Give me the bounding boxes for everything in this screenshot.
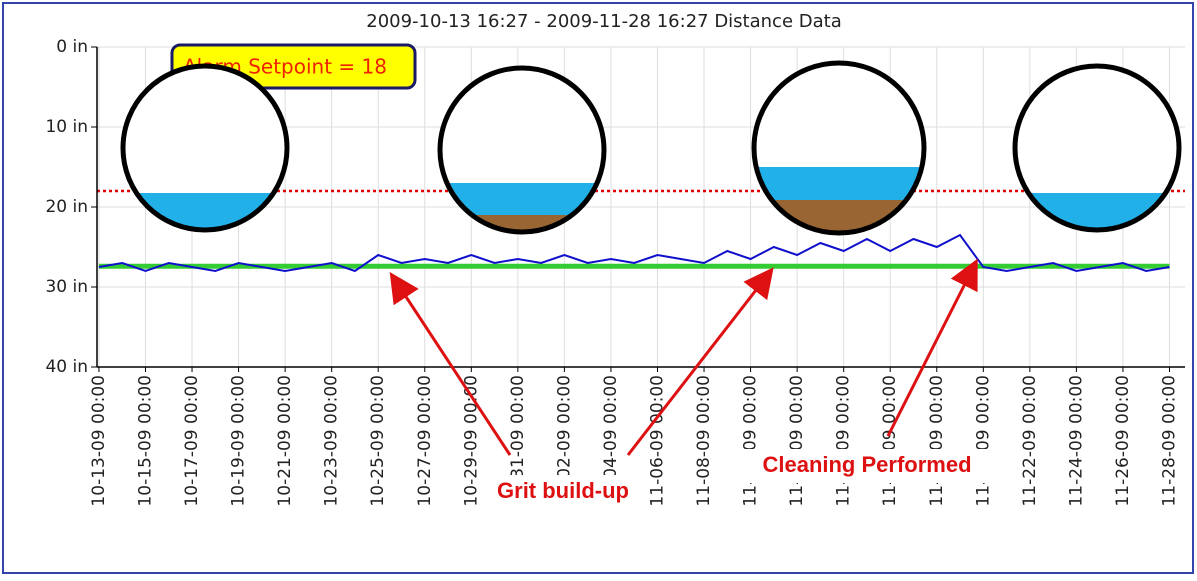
x-tick-label: 10-25-09 00:00: [368, 375, 388, 507]
x-tick-label: 10-15-09 00:00: [135, 375, 155, 507]
x-tick-label: 11-22-09 00:00: [1020, 375, 1040, 507]
chart: 2009-10-13 16:27 - 2009-11-28 16:27 Dist…: [0, 0, 1197, 577]
x-tick-label: 11-06-09 00:00: [647, 375, 667, 507]
annotation: Grit build-up: [497, 478, 629, 503]
x-tick-label: 11-08-09 00:00: [694, 375, 714, 507]
chart-title: 2009-10-13 16:27 - 2009-11-28 16:27 Dist…: [366, 11, 841, 32]
x-tick-label: 11-10-09 00:00: [741, 375, 761, 507]
x-tick-label: 10-21-09 00:00: [275, 375, 295, 507]
x-tick-label: 10-27-09 00:00: [415, 375, 435, 507]
y-tick-label: 40 in: [45, 357, 88, 377]
y-tick-label: 30 in: [45, 277, 88, 297]
x-tick-label: 10-23-09 00:00: [322, 375, 342, 507]
x-tick-label: 11-16-09 00:00: [880, 375, 900, 507]
annotation: Cleaning Performed: [762, 452, 971, 477]
x-tick-label: 11-14-09 00:00: [834, 375, 854, 507]
x-tick-label: 11-20-09 00:00: [973, 375, 993, 507]
x-tick-label: 11-28-09 00:00: [1159, 375, 1179, 507]
x-tick-label: 11-24-09 00:00: [1066, 375, 1086, 507]
y-tick-label: 10 in: [45, 117, 88, 137]
x-tick-label: 10-19-09 00:00: [229, 375, 249, 507]
x-tick-label: 11-18-09 00:00: [927, 375, 947, 507]
y-tick-label: 20 in: [45, 197, 88, 217]
x-tick-label: 11-26-09 00:00: [1113, 375, 1133, 507]
x-tick-label: 11-12-09 00:00: [787, 375, 807, 507]
x-tick-label: 10-13-09 00:00: [89, 375, 109, 507]
x-tick-label: 10-17-09 00:00: [182, 375, 202, 507]
y-tick-label: 0 in: [56, 37, 88, 57]
